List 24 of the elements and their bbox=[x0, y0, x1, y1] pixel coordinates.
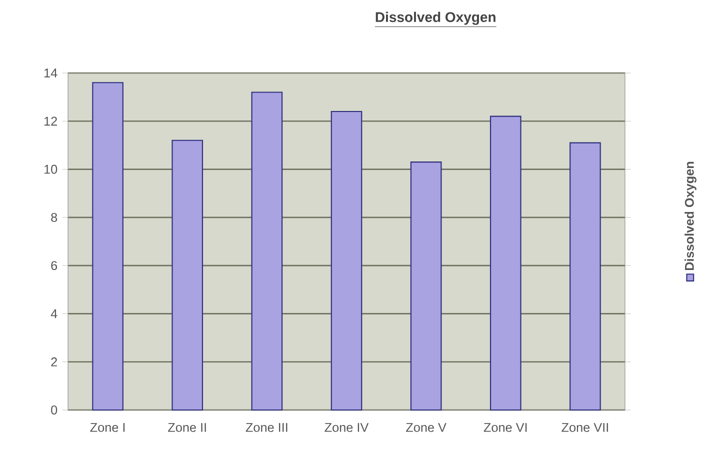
bar bbox=[251, 92, 283, 411]
x-tick-label: Zone VI bbox=[484, 423, 527, 432]
bar bbox=[410, 162, 442, 411]
y-tick-label: 2 bbox=[51, 357, 57, 366]
x-tick-label: Zone IV bbox=[324, 423, 369, 432]
bar bbox=[330, 110, 362, 411]
y-tick-label: 0 bbox=[51, 406, 58, 414]
bar bbox=[92, 82, 124, 411]
x-tick-label: Zone V bbox=[406, 423, 446, 432]
text: Dissolved Oxygen bbox=[684, 162, 696, 270]
bar bbox=[490, 116, 522, 411]
x-tick-label: Zone VII bbox=[562, 423, 608, 432]
y-tick-label: 12 bbox=[44, 116, 57, 126]
x-tick-label: Zone I bbox=[90, 423, 125, 432]
y-tick-label: 10 bbox=[44, 164, 58, 174]
bar bbox=[172, 140, 204, 411]
y-tick-label: 4 bbox=[50, 309, 58, 318]
y-tick-label: 14 bbox=[44, 68, 58, 78]
x-tick-label: Zone II bbox=[168, 423, 206, 432]
y-tick-label: 6 bbox=[51, 261, 58, 270]
y-tick-label: 8 bbox=[51, 212, 58, 222]
x-tick-label: Zone III bbox=[246, 423, 288, 432]
bar bbox=[570, 142, 601, 411]
chart-title: Dissolved Oxygen bbox=[376, 12, 496, 25]
